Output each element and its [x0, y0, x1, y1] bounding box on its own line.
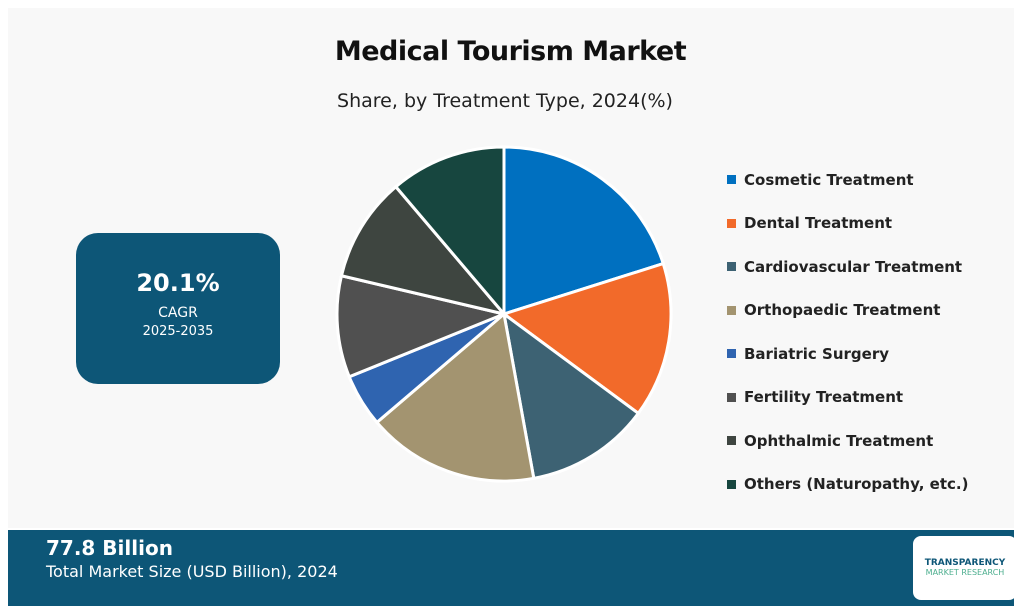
legend-label: Orthopaedic Treatment	[744, 301, 941, 320]
pie-slice-7	[393, 145, 506, 319]
pie-slice-3	[374, 311, 536, 483]
legend-item: Orthopaedic Treatment	[727, 289, 968, 333]
pie-slice-1	[500, 261, 673, 416]
footer-bar: 77.8 Billion Total Market Size (USD Bill…	[8, 530, 1017, 606]
legend-label: Cardiovascular Treatment	[744, 257, 963, 276]
chart-title: Medical Tourism Market	[334, 36, 687, 67]
legend-swatch	[727, 436, 736, 446]
pie-slice-6	[339, 184, 509, 317]
company-logo: TRANSPARENCY MARKET RESEARCH	[913, 536, 1017, 600]
legend-item: Fertility Treatment	[727, 376, 968, 420]
legend-swatch	[727, 262, 736, 272]
cagr-years: 2025-2035	[142, 324, 214, 339]
chart-subtitle: Share, by Treatment Type, 2024(%)	[337, 90, 673, 112]
logo-line2: MARKET RESEARCH	[925, 568, 1005, 577]
pie-slice-5	[335, 273, 509, 379]
legend-item: Cosmetic Treatment	[727, 158, 968, 202]
legend-swatch	[727, 479, 736, 489]
legend-item: Ophthalmic Treatment	[727, 419, 968, 463]
market-size-value: 77.8 Billion	[46, 536, 173, 560]
pie-slice-0	[502, 145, 666, 317]
legend-swatch	[727, 392, 736, 402]
legend-item: Others (Naturopathy, etc.)	[727, 463, 968, 507]
legend-label: Bariatric Surgery	[744, 344, 890, 363]
legend-item: Dental Treatment	[727, 202, 968, 246]
pie-slice-2	[501, 310, 641, 481]
cagr-box: 20.1% CAGR 2025-2035	[76, 233, 280, 384]
legend-item: Cardiovascular Treatment	[727, 245, 968, 289]
cagr-label: CAGR	[158, 305, 198, 321]
legend-label: Cosmetic Treatment	[744, 170, 914, 189]
legend-label: Fertility Treatment	[744, 388, 904, 407]
legend-item: Bariatric Surgery	[727, 332, 968, 376]
legend: Cosmetic Treatment Dental Treatment Cardio…	[727, 158, 968, 506]
legend-swatch	[727, 218, 736, 228]
legend-label: Ophthalmic Treatment	[744, 431, 934, 450]
market-size-label: Total Market Size (USD Billion), 2024	[46, 562, 338, 581]
legend-label: Dental Treatment	[744, 214, 893, 233]
legend-swatch	[727, 349, 736, 359]
cagr-value: 20.1%	[136, 269, 220, 297]
legend-swatch	[727, 305, 736, 315]
legend-swatch	[727, 175, 736, 185]
legend-label: Others (Naturopathy, etc.)	[744, 475, 969, 494]
logo-line1: TRANSPARENCY	[924, 558, 1006, 568]
